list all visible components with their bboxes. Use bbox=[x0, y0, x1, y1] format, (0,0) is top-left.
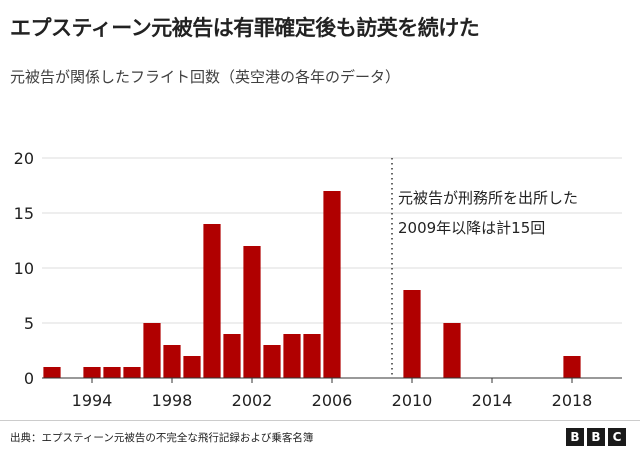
source-note: 出典：エプスティーン元被告の不完全な飛行記録および乗客名簿 bbox=[10, 432, 314, 444]
bar bbox=[143, 323, 161, 378]
x-tick-label: 2018 bbox=[552, 391, 593, 410]
bar bbox=[243, 246, 261, 378]
bar bbox=[43, 367, 61, 378]
bar bbox=[283, 334, 301, 378]
chart-subtitle: 元被告が関係したフライト回数（英空港の各年のデータ） bbox=[10, 68, 401, 86]
bar bbox=[403, 290, 421, 378]
x-tick-label: 1994 bbox=[72, 391, 113, 410]
bar-chart: 0 5 10 15 20 1994 1998 2002 2006 2010 2014 2018 元被告が… bbox=[14, 149, 622, 410]
bar bbox=[563, 356, 581, 378]
bar bbox=[263, 345, 281, 378]
bar bbox=[103, 367, 121, 378]
bar bbox=[223, 334, 241, 378]
bar bbox=[123, 367, 141, 378]
y-tick-label: 20 bbox=[14, 149, 34, 168]
y-tick-label: 0 bbox=[24, 369, 34, 388]
bbc-logo-letter: C bbox=[608, 428, 626, 446]
chart-title: エプスティーン元被告は有罪確定後も訪英を続けた bbox=[10, 16, 480, 40]
bar bbox=[183, 356, 201, 378]
annotation-text: 元被告が刑務所を出所した bbox=[398, 189, 578, 207]
y-tick-label: 15 bbox=[14, 204, 34, 223]
annotation-text: 2009年以降は計15回 bbox=[398, 219, 545, 237]
bar bbox=[83, 367, 101, 378]
bar bbox=[443, 323, 461, 378]
bbc-logo-letter: B bbox=[587, 428, 605, 446]
y-tick-label: 10 bbox=[14, 259, 34, 278]
bar bbox=[323, 191, 341, 378]
x-tick-label: 2010 bbox=[392, 391, 433, 410]
bar bbox=[303, 334, 321, 378]
y-tick-label: 5 bbox=[24, 314, 34, 333]
bbc-logo: B B C bbox=[566, 428, 626, 446]
x-tick-label: 2006 bbox=[312, 391, 353, 410]
bbc-logo-letter: B bbox=[566, 428, 584, 446]
x-tick-label: 2002 bbox=[232, 391, 273, 410]
x-tick-label: 1998 bbox=[152, 391, 193, 410]
bar bbox=[163, 345, 181, 378]
footer-divider bbox=[0, 420, 640, 421]
bar bbox=[203, 224, 221, 378]
x-tick-label: 2014 bbox=[472, 391, 513, 410]
